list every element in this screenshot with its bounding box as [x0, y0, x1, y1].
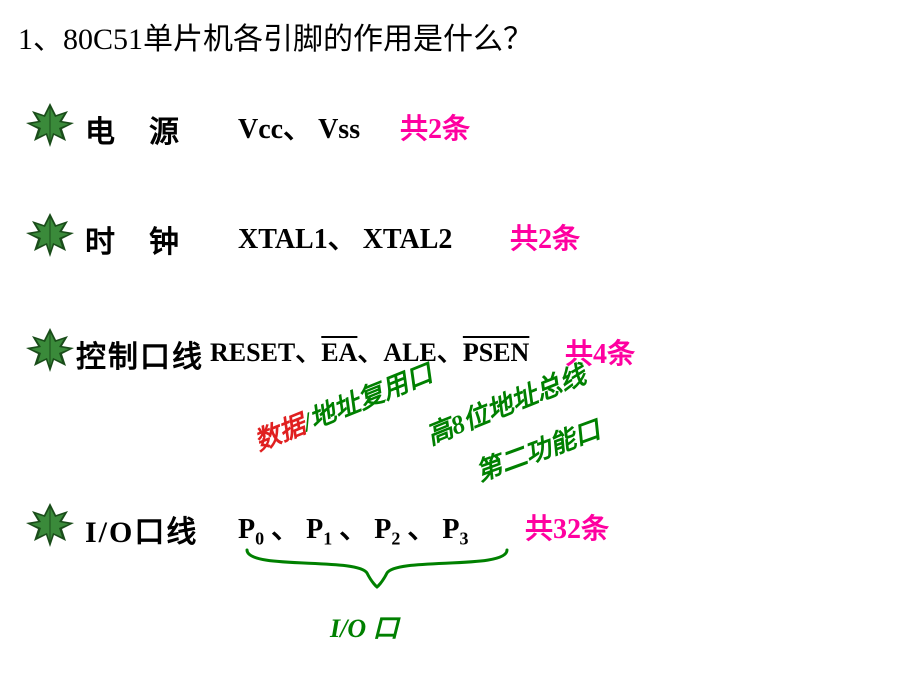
row-label: 控制口线 — [76, 332, 204, 376]
content-row — [20, 320, 80, 375]
leaf-bullet-icon — [20, 205, 80, 260]
slide-title: 1、80C51单片机各引脚的作用是什么？ — [18, 14, 533, 58]
content-row — [20, 95, 80, 150]
row-count: 共2条 — [400, 107, 470, 147]
row-label: 电 源 — [85, 107, 181, 151]
row-label: I/O口线 — [85, 507, 198, 551]
row-signals: Vcc、 Vss — [238, 107, 360, 147]
row-count: 共2条 — [510, 217, 580, 257]
leaf-bullet-icon — [20, 95, 80, 150]
row-signals: RESET、EA、ALE、PSEN — [210, 332, 529, 369]
row-signals: P0 、 P1 、 P2 、 P3 — [238, 507, 468, 550]
row-count: 共32条 — [525, 507, 609, 547]
brace-label: I/O 口 — [330, 608, 399, 645]
leaf-bullet-icon — [20, 495, 80, 550]
row-count: 共4条 — [565, 332, 635, 372]
row-signals: XTAL1、 XTAL2 — [238, 217, 452, 257]
row-label: 时 钟 — [85, 217, 181, 261]
leaf-bullet-icon — [20, 320, 80, 375]
content-row — [20, 205, 80, 260]
curly-brace — [242, 545, 512, 600]
content-row — [20, 495, 80, 550]
slide: 1、80C51单片机各引脚的作用是什么？ 数据/地址复用口高8位地址总线第二功能… — [0, 0, 920, 690]
